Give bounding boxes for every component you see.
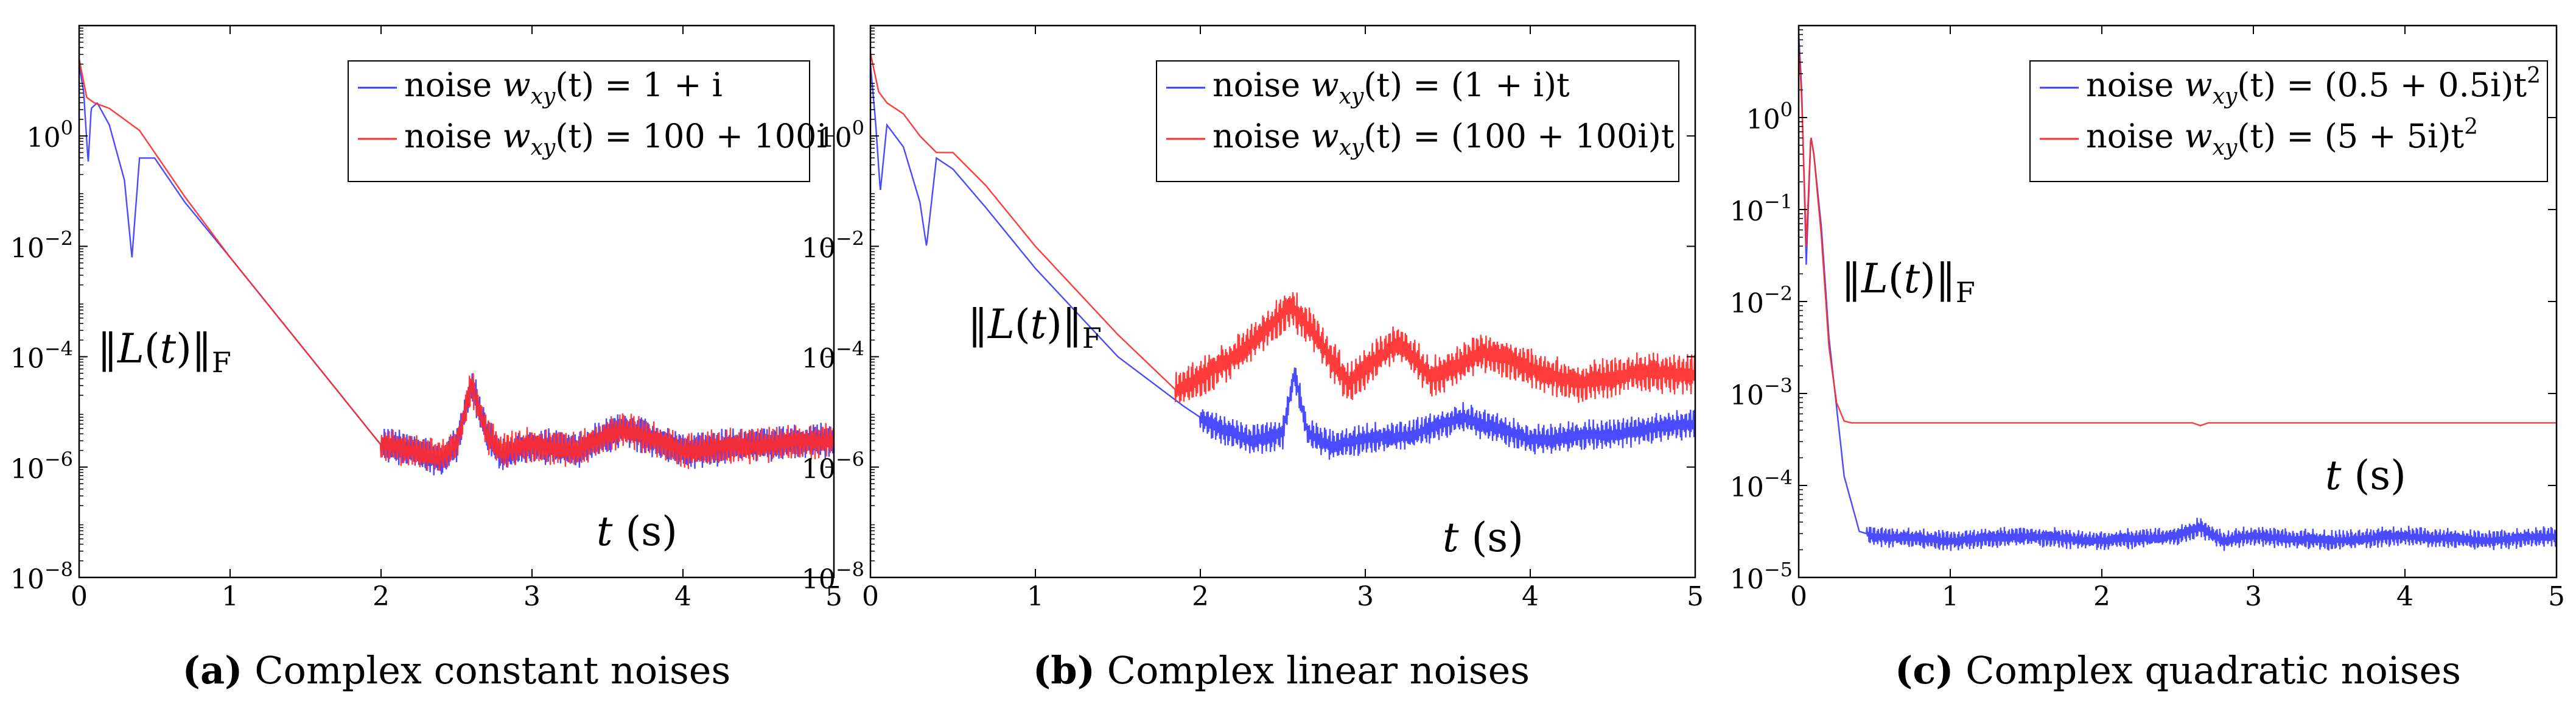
x-tick-label: 2 bbox=[373, 581, 390, 612]
legend-label: noise wxy(t) = 1 + i bbox=[404, 66, 723, 109]
series-line-c-1 bbox=[1799, 35, 2557, 551]
series-line-c-2 bbox=[1799, 44, 2557, 427]
legend-a: noise wxy(t) = 1 + i noise wxy(t) = 100 +… bbox=[348, 60, 827, 182]
legend-box bbox=[348, 60, 810, 182]
legend-label: noise wxy(t) = (5 + 5i)t2 bbox=[2086, 115, 2478, 160]
x-tick-label: 1 bbox=[1027, 581, 1044, 612]
legend-label: noise wxy(t) = 100 + 100i bbox=[404, 117, 827, 160]
y-tick-label: 10−6 bbox=[802, 448, 864, 485]
x-axis-label: t (s) bbox=[1443, 514, 1524, 561]
y-tick-label: 10−4 bbox=[1730, 466, 1793, 503]
x-tick-label: 2 bbox=[1192, 581, 1209, 612]
plot-frame-a bbox=[78, 24, 835, 579]
y-tick-label: 10−2 bbox=[802, 227, 864, 264]
x-tick-label: 5 bbox=[2548, 581, 2565, 612]
y-tick-label: 10−2 bbox=[10, 227, 73, 264]
series-line-a-2 bbox=[79, 58, 834, 471]
y-tick-label: 10−3 bbox=[1730, 374, 1793, 411]
y-axis-label: ‖L(t)‖F bbox=[1841, 255, 1975, 309]
panel-b: 0 1 2 3 4 5 100 10−2 10−4 10−6 10−8 ‖L(t)‖F t (s) noi… bbox=[802, 24, 1704, 693]
panel-caption: (a) Complex constant noises bbox=[183, 648, 731, 693]
x-tick-label: 3 bbox=[1357, 581, 1374, 612]
legend-c: noise wxy(t) = (0.5 + 0.5i)t2 noise wxy(t… bbox=[2029, 60, 2548, 182]
legend-b: noise wxy(t) = (1 + i)t noise wxy(t) = (1… bbox=[1156, 60, 1679, 182]
y-tick-label: 10−4 bbox=[802, 337, 864, 375]
x-axis-label: t (s) bbox=[2325, 452, 2406, 499]
y-tick-label: 10−6 bbox=[10, 448, 73, 485]
y-tick-label: 100 bbox=[1746, 98, 1793, 135]
panel-caption: (c) Complex quadratic noises bbox=[1895, 648, 2461, 693]
x-tick-label: 0 bbox=[1790, 581, 1807, 612]
x-tick-label: 5 bbox=[1687, 581, 1704, 612]
panel-c: 0 1 2 3 4 5 100 10−1 10−2 10−3 10−4 10−5 ‖L(t)‖F t (s… bbox=[1730, 24, 2565, 693]
y-tick-label: 10−1 bbox=[1730, 190, 1793, 227]
x-tick-label: 4 bbox=[2396, 581, 2413, 612]
x-tick-label: 1 bbox=[1942, 581, 1959, 612]
series-line-b-1 bbox=[870, 64, 1695, 460]
y-tick-label: 10−2 bbox=[1730, 282, 1793, 319]
x-tick-label: 1 bbox=[222, 581, 239, 612]
x-tick-label: 3 bbox=[523, 581, 541, 612]
x-tick-label: 4 bbox=[1522, 581, 1539, 612]
x-tick-label: 3 bbox=[2245, 581, 2262, 612]
x-tick-label: 0 bbox=[71, 581, 88, 612]
legend-label: noise wxy(t) = (0.5 + 0.5i)t2 bbox=[2086, 63, 2541, 109]
y-axis-label: ‖L(t)‖F bbox=[97, 325, 231, 379]
legend-box bbox=[2029, 60, 2548, 182]
x-tick-label: 0 bbox=[862, 581, 879, 612]
y-tick-label: 10−8 bbox=[802, 558, 864, 595]
y-tick-label: 100 bbox=[818, 116, 864, 153]
y-axis-label: ‖L(t)‖F bbox=[968, 301, 1102, 354]
y-tick-label: 100 bbox=[27, 116, 73, 153]
legend-label: noise wxy(t) = (1 + i)t bbox=[1213, 66, 1570, 109]
panel-a: 0 1 2 3 4 5 100 10−2 10−4 10−6 10−8 ‖L(t)‖F t (s) noi… bbox=[10, 24, 842, 693]
x-tick-label: 4 bbox=[674, 581, 691, 612]
y-tick-label: 10−8 bbox=[10, 558, 73, 595]
panel-caption: (b) Complex linear noises bbox=[1033, 648, 1530, 693]
x-tick-label: 5 bbox=[825, 581, 842, 612]
x-tick-label: 2 bbox=[2093, 581, 2110, 612]
legend-box bbox=[1156, 60, 1679, 182]
legend-label: noise wxy(t) = (100 + 100i)t bbox=[1213, 117, 1675, 160]
x-axis-label: t (s) bbox=[597, 508, 677, 555]
y-tick-label: 10−5 bbox=[1730, 558, 1793, 595]
series-line-b-2 bbox=[870, 53, 1695, 403]
plot-frame-b bbox=[869, 24, 1696, 579]
y-tick-label: 10−4 bbox=[10, 337, 73, 375]
